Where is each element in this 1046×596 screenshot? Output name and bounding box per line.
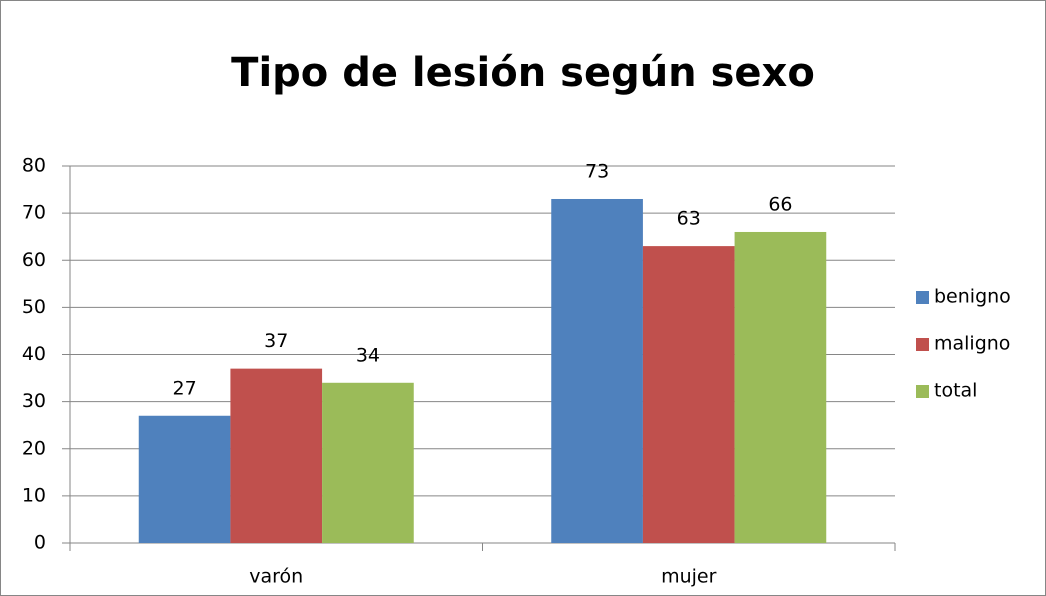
data-label: 34 — [356, 344, 380, 366]
bar — [322, 382, 414, 543]
bar — [138, 415, 231, 543]
chart-title: Tipo de lesión según sexo — [231, 50, 815, 96]
data-label: 73 — [585, 160, 609, 182]
legend-label: total — [934, 380, 977, 402]
data-label: 63 — [677, 208, 701, 230]
bar — [551, 198, 643, 544]
y-tick-label: 50 — [22, 296, 46, 318]
x-tick-label: varón — [249, 566, 303, 588]
y-tick-label: 10 — [22, 484, 46, 506]
data-label: 66 — [768, 193, 792, 215]
y-tick-label: 40 — [22, 343, 46, 365]
legend-label: maligno — [934, 333, 1010, 355]
data-label: 37 — [264, 330, 288, 352]
bar — [734, 231, 827, 543]
legend-swatch — [916, 291, 929, 304]
y-tick-label: 30 — [22, 390, 46, 412]
legend-swatch — [916, 338, 929, 351]
y-tick-label: 0 — [34, 532, 46, 554]
bar — [230, 368, 323, 543]
legend-label: benigno — [934, 286, 1011, 308]
x-tick-label: mujer — [661, 566, 717, 588]
y-tick-label: 20 — [22, 437, 46, 459]
data-label: 27 — [172, 377, 196, 399]
y-tick-label: 80 — [22, 155, 46, 177]
y-tick-label: 60 — [22, 249, 46, 271]
legend-swatch — [916, 385, 929, 398]
y-tick-label: 70 — [22, 202, 46, 224]
bar — [642, 246, 735, 544]
